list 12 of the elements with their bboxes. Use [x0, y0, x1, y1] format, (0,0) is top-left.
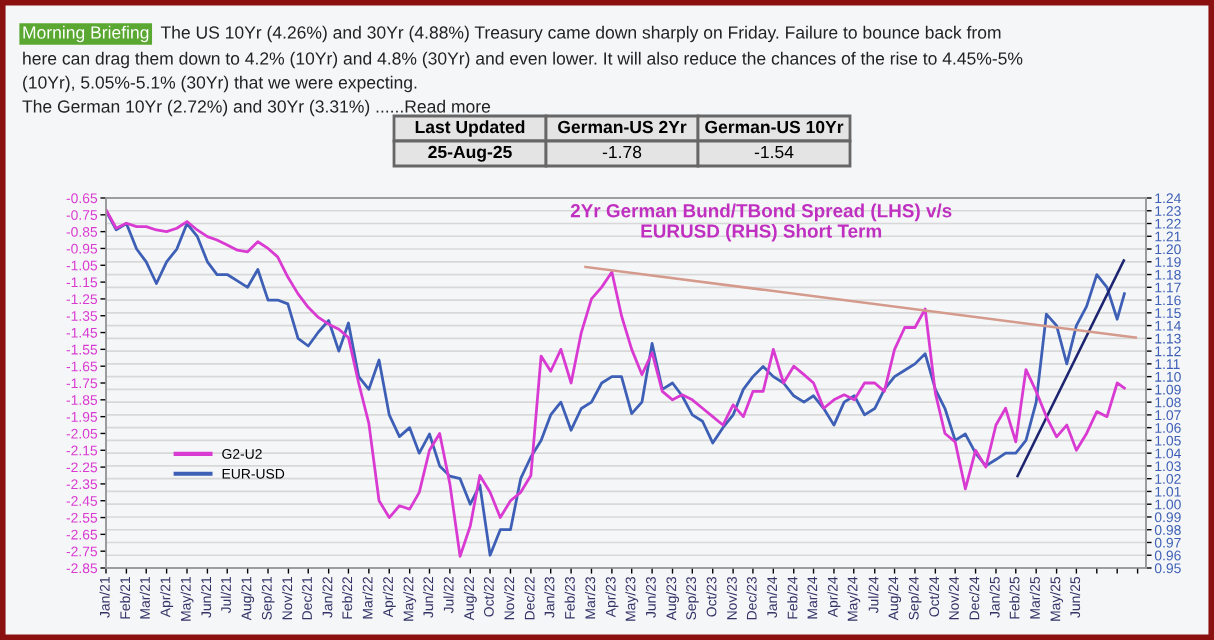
- text: The German 10Yr (2.72%) and 30Yr (3.31%) ......Read more: [22, 99, 491, 117]
- text: The US 10Yr (4.26%) and 30Yr (4.88%) Treasury came down sharply on Friday. Failure to bounce back from: [160, 25, 1001, 43]
- text: 25-Aug-25: [428, 145, 512, 162]
- text: Morning Briefing: [23, 25, 149, 43]
- text: -1.78: [602, 145, 642, 159]
- text: Last Updated: [415, 120, 525, 137]
- text: German-US 10Yr: [705, 120, 844, 134]
- text: German-US 2Yr: [558, 120, 687, 134]
- text: 2Yr German Bund/TBond Spread (LHS) v/s EURUSD (RHS) Short Term: [570, 203, 952, 242]
- text: (10Yr), 5.05%-5.1% (30Yr) that we were expecting.: [23, 75, 417, 93]
- text: -1.54: [754, 145, 794, 159]
- text: here can drag them down to 4.2% (10Yr) and 4.8% (30Yr) and even lower. It will also reduce the chances of the rise to 4.45%-5%: [23, 51, 1023, 69]
